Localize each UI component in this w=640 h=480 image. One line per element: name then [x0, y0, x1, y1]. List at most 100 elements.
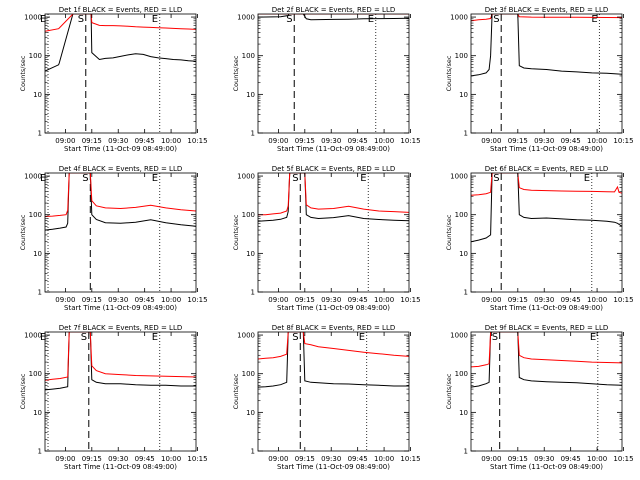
x-tick-label: 10:00 [161, 296, 181, 304]
y-tick-label: 1000 [237, 332, 255, 340]
x-tick-label: 10:15 [613, 455, 633, 463]
y-tick-label: 1 [38, 289, 42, 297]
series-line-events [45, 332, 196, 391]
x-tick-label: 09:30 [321, 455, 341, 463]
y-tick-label: 100 [29, 370, 42, 378]
series-line-lld [471, 173, 622, 196]
y-tick-label: 1 [251, 448, 255, 456]
marker-label-e: E [584, 173, 590, 184]
x-tick-label: 10:00 [374, 137, 394, 145]
chart-panel-3: S E 1 10 100 1000 09:00 09:15 09:30 09:45 10:00 10:… [445, 6, 634, 153]
y-tick-label: 1000 [450, 173, 468, 181]
x-tick-label: 09:00 [55, 455, 75, 463]
y-tick-label: 1000 [450, 332, 468, 340]
chart-panel-6: S E 1 10 100 1000 09:00 09:15 09:30 09:45 10:00 10:… [445, 165, 634, 312]
plot-frame [257, 13, 410, 134]
marker-label-s: S [292, 173, 298, 184]
y-tick-label: 1000 [237, 173, 255, 181]
x-tick-label: 09:00 [55, 296, 75, 304]
x-axis-label: Start Time (11-Oct-09 08:49:00) [277, 145, 390, 153]
chart-title: Det 7f BLACK = Events, RED = LLD [59, 324, 182, 332]
chart-panel-9: S E 1 10 100 1000 09:00 09:15 09:30 09:45 10:00 10:… [445, 324, 634, 471]
x-tick-label: 09:45 [561, 137, 581, 145]
x-tick-label: 09:00 [268, 455, 288, 463]
x-tick-label: 09:15 [82, 296, 102, 304]
x-tick-label: 09:15 [508, 455, 528, 463]
x-axis-label: Start Time (11-Oct-09 08:49:00) [64, 145, 177, 153]
series-line-events [258, 14, 409, 21]
y-tick-label: 100 [242, 211, 255, 219]
y-tick-label: 10 [459, 91, 468, 99]
plot-frame [257, 172, 410, 293]
x-tick-label: 09:00 [55, 137, 75, 145]
marker-label-e: E [359, 332, 365, 343]
y-axis-label: Counts/sec [232, 214, 240, 250]
x-tick-label: 10:00 [587, 455, 607, 463]
y-tick-label: 1000 [24, 14, 42, 22]
x-tick-label: 09:30 [321, 296, 341, 304]
chart-panel-7: E S E 1 10 100 1000 09:00 09:15 09:30 09:45 10:00 10… [19, 324, 208, 471]
x-tick-label: 09:45 [135, 137, 155, 145]
plot-frame [470, 172, 623, 293]
x-tick-label: 09:00 [268, 296, 288, 304]
series-line-events [471, 173, 622, 243]
x-tick-label: 10:15 [613, 137, 633, 145]
x-tick-label: 10:15 [187, 137, 207, 145]
x-tick-label: 10:00 [374, 455, 394, 463]
x-tick-label: 10:00 [587, 296, 607, 304]
series-line-events [45, 14, 196, 72]
chart-title: Det 8f BLACK = Events, RED = LLD [272, 324, 395, 332]
series-line-events [471, 14, 622, 77]
marker-label-e: E [591, 14, 597, 25]
chart-title: Det 9f BLACK = Events, RED = LLD [485, 324, 608, 332]
marker-label-e: E [152, 173, 158, 184]
x-axis-label: Start Time (11-Oct-09 08:49:00) [277, 463, 390, 471]
x-tick-label: 10:15 [400, 137, 420, 145]
y-axis-label: Counts/sec [19, 55, 27, 91]
x-tick-label: 09:45 [561, 296, 581, 304]
chart-title: Det 6f BLACK = Events, RED = LLD [485, 165, 608, 173]
marker-label-s: S [492, 332, 498, 343]
x-tick-label: 09:15 [295, 296, 315, 304]
y-tick-label: 1000 [24, 173, 42, 181]
y-tick-label: 10 [33, 250, 42, 258]
series-line-lld [45, 14, 196, 32]
x-tick-label: 10:00 [374, 296, 394, 304]
x-tick-label: 09:30 [108, 455, 128, 463]
series-line-lld [45, 332, 196, 381]
x-tick-label: 10:15 [400, 296, 420, 304]
y-axis-label: Counts/sec [232, 373, 240, 409]
x-tick-label: 10:00 [161, 137, 181, 145]
x-tick-label: 09:45 [135, 296, 155, 304]
plot-frame [44, 331, 197, 452]
plot-frame [44, 13, 197, 134]
marker-label-s: S [292, 332, 298, 343]
marker-label-e: E [40, 332, 46, 343]
x-tick-label: 09:30 [108, 296, 128, 304]
chart-title: Det 3f BLACK = Events, RED = LLD [485, 6, 608, 14]
marker-label-e: E [152, 332, 158, 343]
marker-label-s: S [493, 173, 499, 184]
x-tick-label: 09:15 [82, 137, 102, 145]
chart-panel-1: E S E 1 10 100 1000 09:00 09:15 09:30 09:45 10:00 10… [19, 6, 208, 153]
y-tick-label: 1 [464, 130, 468, 138]
y-tick-label: 1 [38, 448, 42, 456]
x-tick-label: 09:45 [135, 455, 155, 463]
y-axis-label: Counts/sec [445, 214, 453, 250]
y-tick-label: 10 [33, 409, 42, 417]
chart-panel-2: S E 1 10 100 1000 09:00 09:15 09:30 09:45 10:00 10:… [232, 6, 421, 153]
y-axis-label: Counts/sec [19, 214, 27, 250]
plot-frame [470, 13, 623, 134]
y-tick-label: 10 [459, 409, 468, 417]
x-tick-label: 09:45 [348, 137, 368, 145]
marker-label-e: E [40, 173, 46, 184]
x-tick-label: 09:00 [481, 296, 501, 304]
marker-label-s: S [493, 14, 499, 25]
y-tick-label: 1000 [450, 14, 468, 22]
x-tick-label: 09:15 [508, 137, 528, 145]
marker-label-s: S [286, 14, 292, 25]
chart-title: Det 1f BLACK = Events, RED = LLD [59, 6, 182, 14]
x-tick-label: 09:30 [534, 137, 554, 145]
y-tick-label: 10 [246, 91, 255, 99]
x-axis-label: Start Time (11-Oct-09 08:49:00) [490, 463, 603, 471]
